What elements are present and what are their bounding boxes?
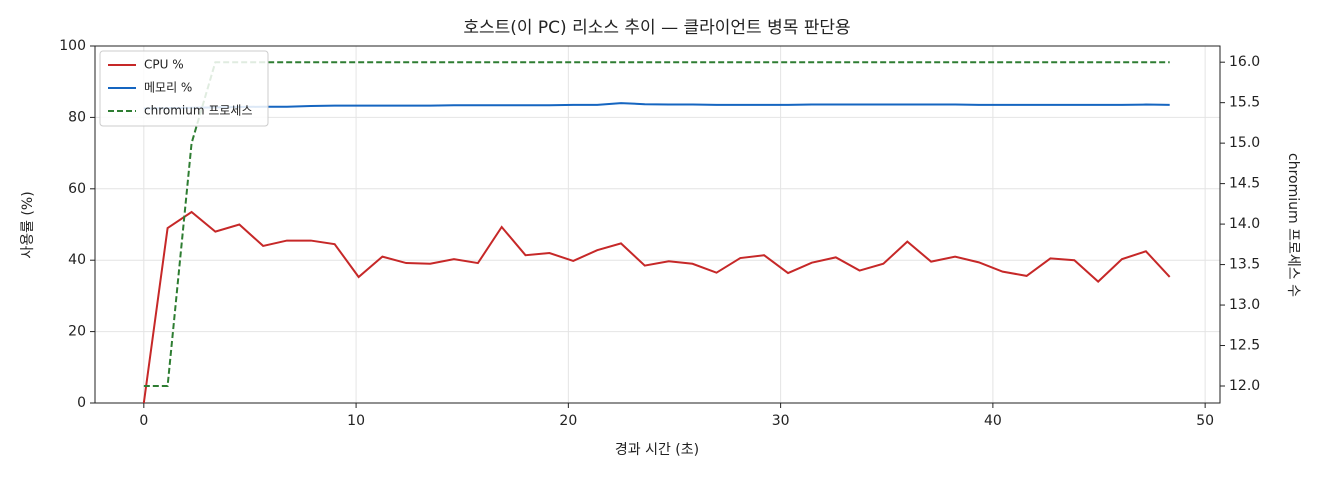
x-tick-label: 30 <box>772 413 790 429</box>
x-tick-label: 0 <box>139 413 148 429</box>
y-tick-label: 80 <box>68 109 86 125</box>
x-axis-label: 경과 시간 (초) <box>615 442 699 458</box>
y2-tick-label: 14.0 <box>1229 216 1260 232</box>
y2-tick-label: 15.0 <box>1229 135 1260 151</box>
y-tick-label: 60 <box>68 181 86 197</box>
y2-tick-label: 15.5 <box>1229 95 1260 111</box>
series-line <box>143 102 1170 110</box>
x-tick-label: 50 <box>1196 413 1214 429</box>
y2-tick-label: 16.0 <box>1229 54 1260 70</box>
series-line <box>143 61 1170 387</box>
x-tick-label: 10 <box>347 413 365 429</box>
y2-tick-label: 12.5 <box>1229 338 1260 354</box>
legend-label: CPU % <box>144 58 184 72</box>
series-line <box>142 210 1171 404</box>
legend-label: chromium 프로세스 <box>144 104 253 118</box>
x-tick-label: 20 <box>559 413 577 429</box>
chart-title: 호스트(이 PC) 리소스 추이 — 클라이언트 병목 판단용 <box>463 18 850 38</box>
y2-tick-label: 13.0 <box>1229 297 1260 313</box>
y2-tick-label: 14.5 <box>1229 176 1260 192</box>
y-tick-label: 100 <box>59 38 86 54</box>
y2-axis-label: chromium 프로세스 수 <box>1285 153 1301 297</box>
legend-label: 메모리 % <box>144 81 192 95</box>
y-tick-label: 20 <box>68 324 86 340</box>
y2-tick-label: 12.0 <box>1229 378 1260 394</box>
y-axis-label: 사용률 (%) <box>20 191 36 258</box>
y2-tick-label: 13.5 <box>1229 257 1260 273</box>
x-tick-label: 40 <box>984 413 1002 429</box>
y-tick-label: 40 <box>68 252 86 268</box>
y-tick-label: 0 <box>77 395 86 411</box>
plot-frame <box>94 45 1221 404</box>
legend-box <box>99 50 269 127</box>
